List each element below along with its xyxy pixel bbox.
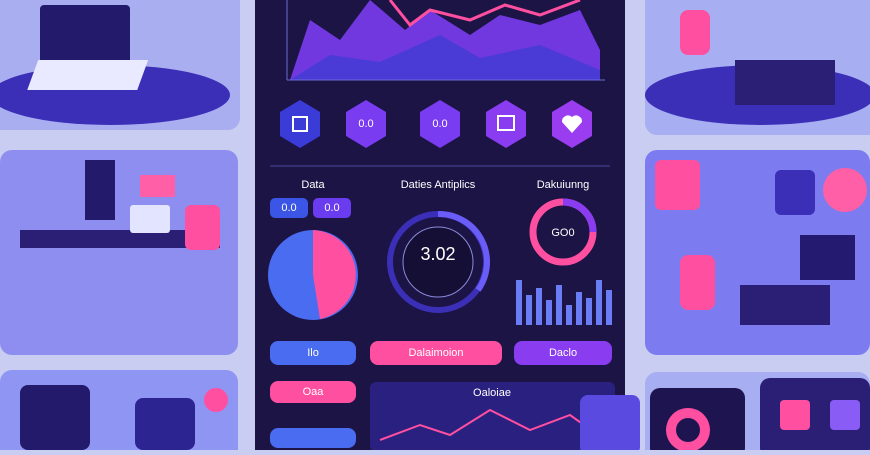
hex-label: 0.0 [358,118,373,130]
hex-icon [346,100,386,148]
hex-row [280,100,592,148]
frame [140,175,175,197]
button[interactable] [514,341,612,365]
section-title: Daties Antiplics [401,179,476,191]
button-label[interactable]: Ilo [307,347,319,359]
button-label[interactable]: Dalaimoion [408,347,463,359]
books [740,285,830,325]
hex-icon [420,100,460,148]
badge-label: 0.0 [324,202,339,214]
button[interactable] [370,341,502,365]
panel [0,150,238,355]
bar [586,298,592,325]
bar [596,280,602,325]
bar [556,285,562,325]
button[interactable] [270,341,356,365]
bar [526,295,532,325]
chart-card [370,382,615,452]
phone [760,378,870,455]
app-icon [830,400,860,430]
bar [516,280,522,325]
desk-device [735,60,835,105]
stack [800,235,855,280]
button-label[interactable]: Oaa [303,386,325,398]
section-title: Dakuiunng [537,179,590,191]
tablet [20,385,90,450]
bar-chart [516,280,612,325]
card [580,395,640,455]
monitor [40,5,130,65]
screen [85,160,115,220]
pie-icon [823,168,867,212]
bar [576,292,582,325]
bar [546,300,552,325]
donut-value: GO0 [551,227,574,239]
chart-card-title: Oaloiae [473,387,511,399]
shield [775,170,815,215]
gauge-value: 3.02 [420,244,455,264]
line-chart [388,0,581,28]
pie-slice [313,230,356,319]
desk [20,230,220,248]
person [185,205,220,250]
badge-label: 0.0 [281,202,296,214]
badge [313,198,351,218]
icon [204,388,228,412]
donut-hole [676,418,700,442]
person [680,255,715,310]
app-icon [780,400,810,430]
bar [566,305,572,325]
bar [606,290,612,325]
line-chart [379,408,606,441]
hex-icon [486,100,526,148]
hex-icon [280,100,320,148]
button[interactable] [270,428,356,448]
block [655,160,700,210]
button-label[interactable]: Daclo [549,347,577,359]
button[interactable] [270,381,356,403]
keyboard [27,60,149,90]
section-title: Data [301,179,325,191]
laptop [130,205,170,233]
tablet [135,398,195,450]
heart-icon [561,115,583,133]
donut-segment [562,198,597,233]
badge [270,198,308,218]
bar [536,288,542,325]
icon [497,115,515,131]
gauge-face [402,226,474,298]
person [680,10,710,55]
gauge-arc [437,210,490,292]
icon [292,116,308,132]
hex-label: 0.0 [432,118,447,130]
area-chart [290,35,600,80]
